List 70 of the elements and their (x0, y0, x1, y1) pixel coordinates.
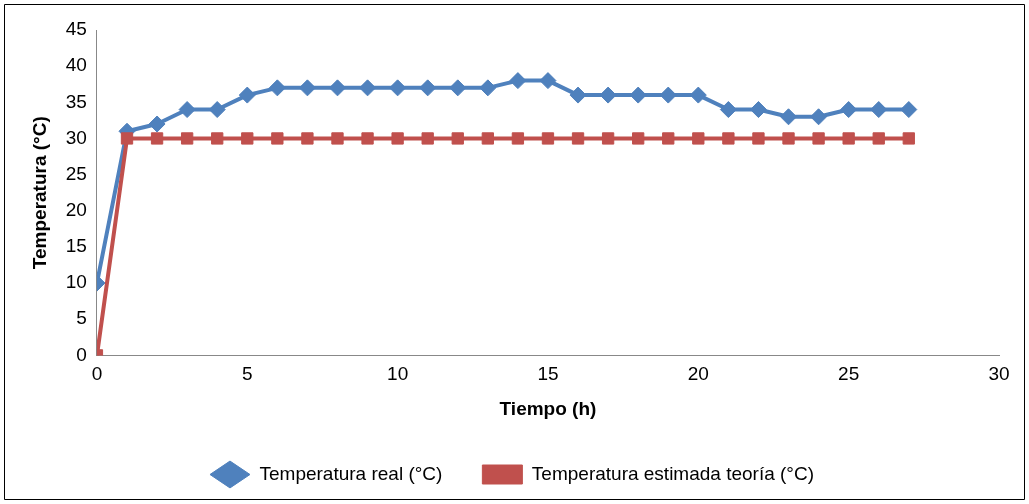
x-tick-label: 0 (91, 363, 103, 385)
point (359, 79, 377, 97)
point (569, 86, 587, 104)
point (389, 79, 407, 97)
point (842, 132, 855, 145)
point (719, 101, 737, 119)
point (148, 115, 166, 133)
point (361, 132, 374, 145)
point (180, 132, 194, 145)
point (662, 132, 675, 145)
x-tick-label: 25 (838, 363, 860, 385)
x-tick-label: 10 (387, 363, 409, 385)
x-tick-label: 20 (687, 363, 709, 385)
point (722, 132, 735, 145)
point (301, 132, 314, 145)
point (331, 132, 344, 145)
point (692, 132, 705, 145)
point (749, 101, 767, 119)
point (481, 132, 494, 145)
y-tick-label: 25 (65, 162, 87, 184)
x-axis-title: Tiempo (h) (499, 397, 597, 419)
point (840, 101, 858, 119)
y-tick-label: 45 (65, 18, 87, 40)
point (328, 79, 346, 97)
point (810, 108, 828, 126)
point (211, 132, 224, 145)
point (509, 72, 527, 90)
x-tick-label: 30 (988, 363, 1010, 385)
point (150, 132, 164, 145)
point (178, 101, 196, 119)
legend-label: Temperatura estimada teoría (°C) (531, 462, 815, 484)
point (268, 79, 286, 97)
y-tick-label: 5 (76, 307, 87, 329)
y-tick-label: 35 (65, 90, 87, 112)
y-tick-label: 20 (65, 199, 87, 221)
point (780, 108, 798, 126)
point (421, 132, 434, 145)
x-tick-label: 5 (241, 363, 253, 385)
x-tick-label: 15 (537, 363, 559, 385)
y-tick-label: 15 (65, 235, 87, 257)
point (511, 132, 525, 145)
y-tick-label: 10 (65, 271, 87, 293)
point (900, 101, 918, 119)
y-tick-label: 0 (76, 343, 87, 365)
point (419, 79, 437, 97)
point (241, 132, 254, 145)
point (571, 132, 585, 145)
point (120, 132, 134, 145)
point (479, 79, 497, 97)
point (632, 132, 645, 145)
point (541, 132, 555, 145)
legend-label: Temperatura real (°C) (259, 462, 443, 484)
point (870, 101, 888, 119)
y-axis-title: Temperatura (°C) (28, 116, 50, 270)
point (752, 132, 765, 145)
point (238, 86, 256, 104)
point (812, 132, 825, 145)
y-tick-label: 30 (65, 126, 87, 148)
point (601, 132, 615, 145)
point (872, 132, 885, 145)
point (902, 132, 915, 145)
point (449, 79, 467, 97)
point (271, 132, 284, 145)
point (391, 132, 404, 145)
point (208, 101, 226, 119)
point (539, 72, 557, 90)
point (298, 79, 316, 97)
point (782, 132, 795, 145)
y-tick-label: 40 (65, 54, 87, 76)
point (451, 132, 464, 145)
